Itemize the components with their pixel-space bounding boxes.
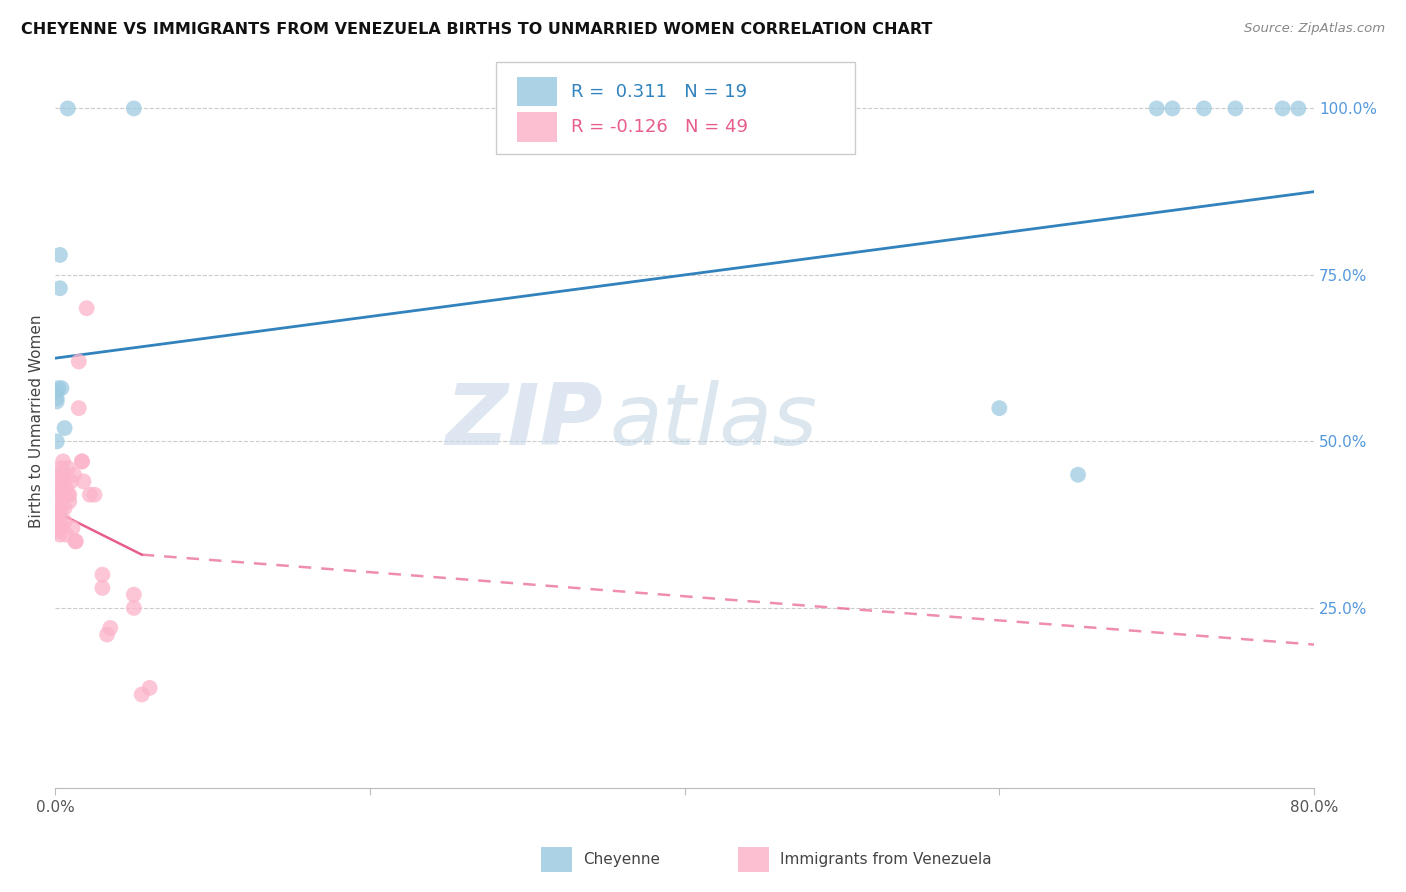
- Point: [53, 421, 76, 435]
- Point: [45, 524, 67, 539]
- Point: [53, 501, 76, 516]
- Point: [45, 521, 67, 535]
- Point: [52, 467, 75, 482]
- Point: [65, 534, 87, 549]
- Point: [79, 488, 101, 502]
- Point: [83, 488, 105, 502]
- Point: [51, 461, 73, 475]
- Point: [45, 384, 67, 399]
- Point: [51, 488, 73, 502]
- Point: [53, 481, 76, 495]
- Point: [70, 454, 93, 468]
- Text: ZIP: ZIP: [446, 380, 603, 463]
- Point: [52, 488, 75, 502]
- Text: Cheyenne: Cheyenne: [583, 853, 661, 867]
- Text: CHEYENNE VS IMMIGRANTS FROM VENEZUELA BIRTHS TO UNMARRIED WOMEN CORRELATION CHAR: CHEYENNE VS IMMIGRANTS FROM VENEZUELA BI…: [21, 22, 932, 37]
- Point: [62, 521, 84, 535]
- Point: [55, 481, 77, 495]
- Point: [131, 688, 153, 702]
- Point: [49, 521, 72, 535]
- Point: [49, 514, 72, 528]
- Point: [46, 514, 69, 528]
- Point: [72, 475, 94, 489]
- FancyBboxPatch shape: [496, 62, 855, 154]
- Point: [51, 501, 73, 516]
- Point: [51, 381, 73, 395]
- Point: [58, 494, 80, 508]
- Point: [1225, 102, 1247, 116]
- Text: R = -0.126   N = 49: R = -0.126 N = 49: [571, 118, 748, 136]
- Text: atlas: atlas: [609, 380, 817, 463]
- Point: [46, 481, 69, 495]
- Point: [65, 534, 87, 549]
- Point: [91, 581, 114, 595]
- Text: Immigrants from Venezuela: Immigrants from Venezuela: [780, 853, 993, 867]
- Point: [63, 467, 86, 482]
- Point: [1146, 102, 1168, 116]
- Point: [46, 488, 69, 502]
- Point: [56, 102, 79, 116]
- Text: R =  0.311   N = 19: R = 0.311 N = 19: [571, 83, 748, 101]
- Point: [45, 434, 67, 449]
- Point: [45, 511, 67, 525]
- Point: [45, 391, 67, 405]
- Y-axis label: Births to Unmarried Women: Births to Unmarried Women: [30, 315, 44, 528]
- Point: [51, 475, 73, 489]
- Point: [67, 401, 90, 416]
- Point: [46, 467, 69, 482]
- Point: [1161, 102, 1184, 116]
- Point: [59, 475, 82, 489]
- Point: [49, 281, 72, 295]
- Point: [49, 527, 72, 541]
- Point: [96, 627, 118, 641]
- Point: [122, 588, 145, 602]
- Point: [1271, 102, 1294, 116]
- Point: [58, 488, 80, 502]
- Point: [76, 301, 98, 316]
- Point: [98, 621, 121, 635]
- Point: [988, 401, 1011, 416]
- Bar: [517, 77, 557, 106]
- Point: [46, 501, 69, 516]
- Point: [56, 488, 79, 502]
- Point: [91, 567, 114, 582]
- Point: [1286, 102, 1309, 116]
- Point: [1067, 467, 1090, 482]
- Point: [67, 354, 90, 368]
- Point: [138, 681, 160, 695]
- Point: [1192, 102, 1215, 116]
- Point: [52, 454, 75, 468]
- Point: [49, 248, 72, 262]
- Point: [122, 102, 145, 116]
- Point: [45, 394, 67, 409]
- Point: [46, 504, 69, 518]
- Point: [55, 527, 77, 541]
- Point: [56, 461, 79, 475]
- Point: [53, 514, 76, 528]
- Bar: [517, 112, 557, 142]
- Point: [46, 381, 69, 395]
- Text: Source: ZipAtlas.com: Source: ZipAtlas.com: [1244, 22, 1385, 36]
- Point: [122, 601, 145, 615]
- Point: [70, 454, 93, 468]
